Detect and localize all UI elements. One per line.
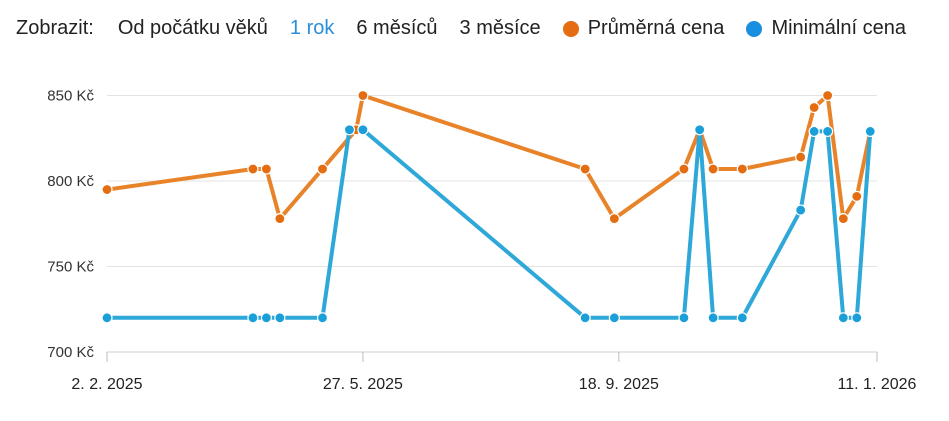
x-tick-label: 2. 2. 2025 — [71, 376, 142, 393]
data-point[interactable] — [260, 163, 272, 175]
data-point[interactable] — [736, 163, 748, 175]
data-point[interactable] — [864, 125, 876, 138]
data-point[interactable] — [357, 89, 369, 102]
x-axis: 2. 2. 2025 27. 5. 2025 18. 9. 2025 11. 1. 2… — [71, 351, 917, 393]
data-point[interactable] — [357, 124, 369, 136]
series-line-1 — [105, 127, 873, 320]
range-option-6-months[interactable]: 6 měsíců — [356, 17, 438, 39]
data-point[interactable] — [837, 312, 849, 324]
y-tick-label: 800 Kč — [47, 173, 94, 190]
data-point[interactable] — [837, 213, 849, 225]
y-tick-label: 700 Kč — [47, 344, 94, 361]
data-point[interactable] — [851, 312, 863, 324]
data-point[interactable] — [608, 213, 620, 225]
data-point[interactable] — [343, 124, 356, 136]
y-tick-label: 750 Kč — [47, 259, 94, 276]
data-point[interactable] — [678, 163, 690, 175]
data-point[interactable] — [822, 125, 834, 138]
data-point[interactable] — [274, 312, 286, 324]
data-point[interactable] — [795, 204, 807, 216]
x-tick-label: 27. 5. 2025 — [323, 376, 403, 393]
data-point[interactable] — [808, 125, 820, 138]
data-point[interactable] — [736, 312, 748, 324]
data-point[interactable] — [316, 163, 329, 175]
data-point[interactable] — [101, 312, 113, 324]
y-axis-ticks: 700 Kč 750 Kč 800 Kč 850 Kč — [47, 88, 94, 361]
x-tick-label: 11. 1. 2026 — [838, 376, 917, 393]
chart-controls: Zobrazit: Od počátku věků 1 rok 6 měsíců… — [16, 17, 906, 40]
series-lines — [105, 93, 873, 320]
data-point[interactable] — [822, 89, 834, 102]
x-tick-label: 18. 9. 2025 — [579, 376, 659, 393]
legend-label-average-price: Průměrná cena — [587, 17, 725, 39]
data-point[interactable] — [101, 183, 113, 196]
range-option-3-months[interactable]: 3 měsíce — [459, 17, 541, 39]
chart-grid — [107, 95, 877, 268]
data-point[interactable] — [608, 312, 620, 324]
data-point[interactable] — [579, 312, 591, 324]
range-option-1-year[interactable]: 1 rok — [289, 17, 335, 39]
data-point[interactable] — [694, 124, 706, 136]
data-point[interactable] — [707, 312, 719, 324]
series-line-0 — [105, 93, 873, 221]
legend-item-minimum-price[interactable]: Minimální cena — [746, 17, 906, 40]
data-point[interactable] — [851, 190, 863, 203]
legend-marker-minimum-icon — [746, 20, 763, 37]
data-point[interactable] — [316, 312, 329, 324]
legend-label-minimum-price: Minimální cena — [771, 17, 906, 39]
data-point[interactable] — [808, 101, 820, 114]
data-point[interactable] — [579, 163, 591, 175]
data-point[interactable] — [247, 163, 259, 175]
data-point[interactable] — [274, 213, 286, 225]
data-point[interactable] — [247, 312, 259, 324]
data-point[interactable] — [678, 312, 690, 324]
legend-marker-average-icon — [562, 20, 579, 37]
series-markers — [101, 89, 876, 324]
y-tick-label: 850 Kč — [47, 88, 94, 105]
data-point[interactable] — [260, 312, 272, 324]
legend-item-average-price[interactable]: Průměrná cena — [562, 17, 725, 40]
data-point[interactable] — [795, 151, 807, 163]
range-label: Zobrazit: — [16, 17, 94, 39]
range-option-all-time[interactable]: Od počátku věků — [117, 17, 268, 39]
data-point[interactable] — [707, 163, 719, 175]
